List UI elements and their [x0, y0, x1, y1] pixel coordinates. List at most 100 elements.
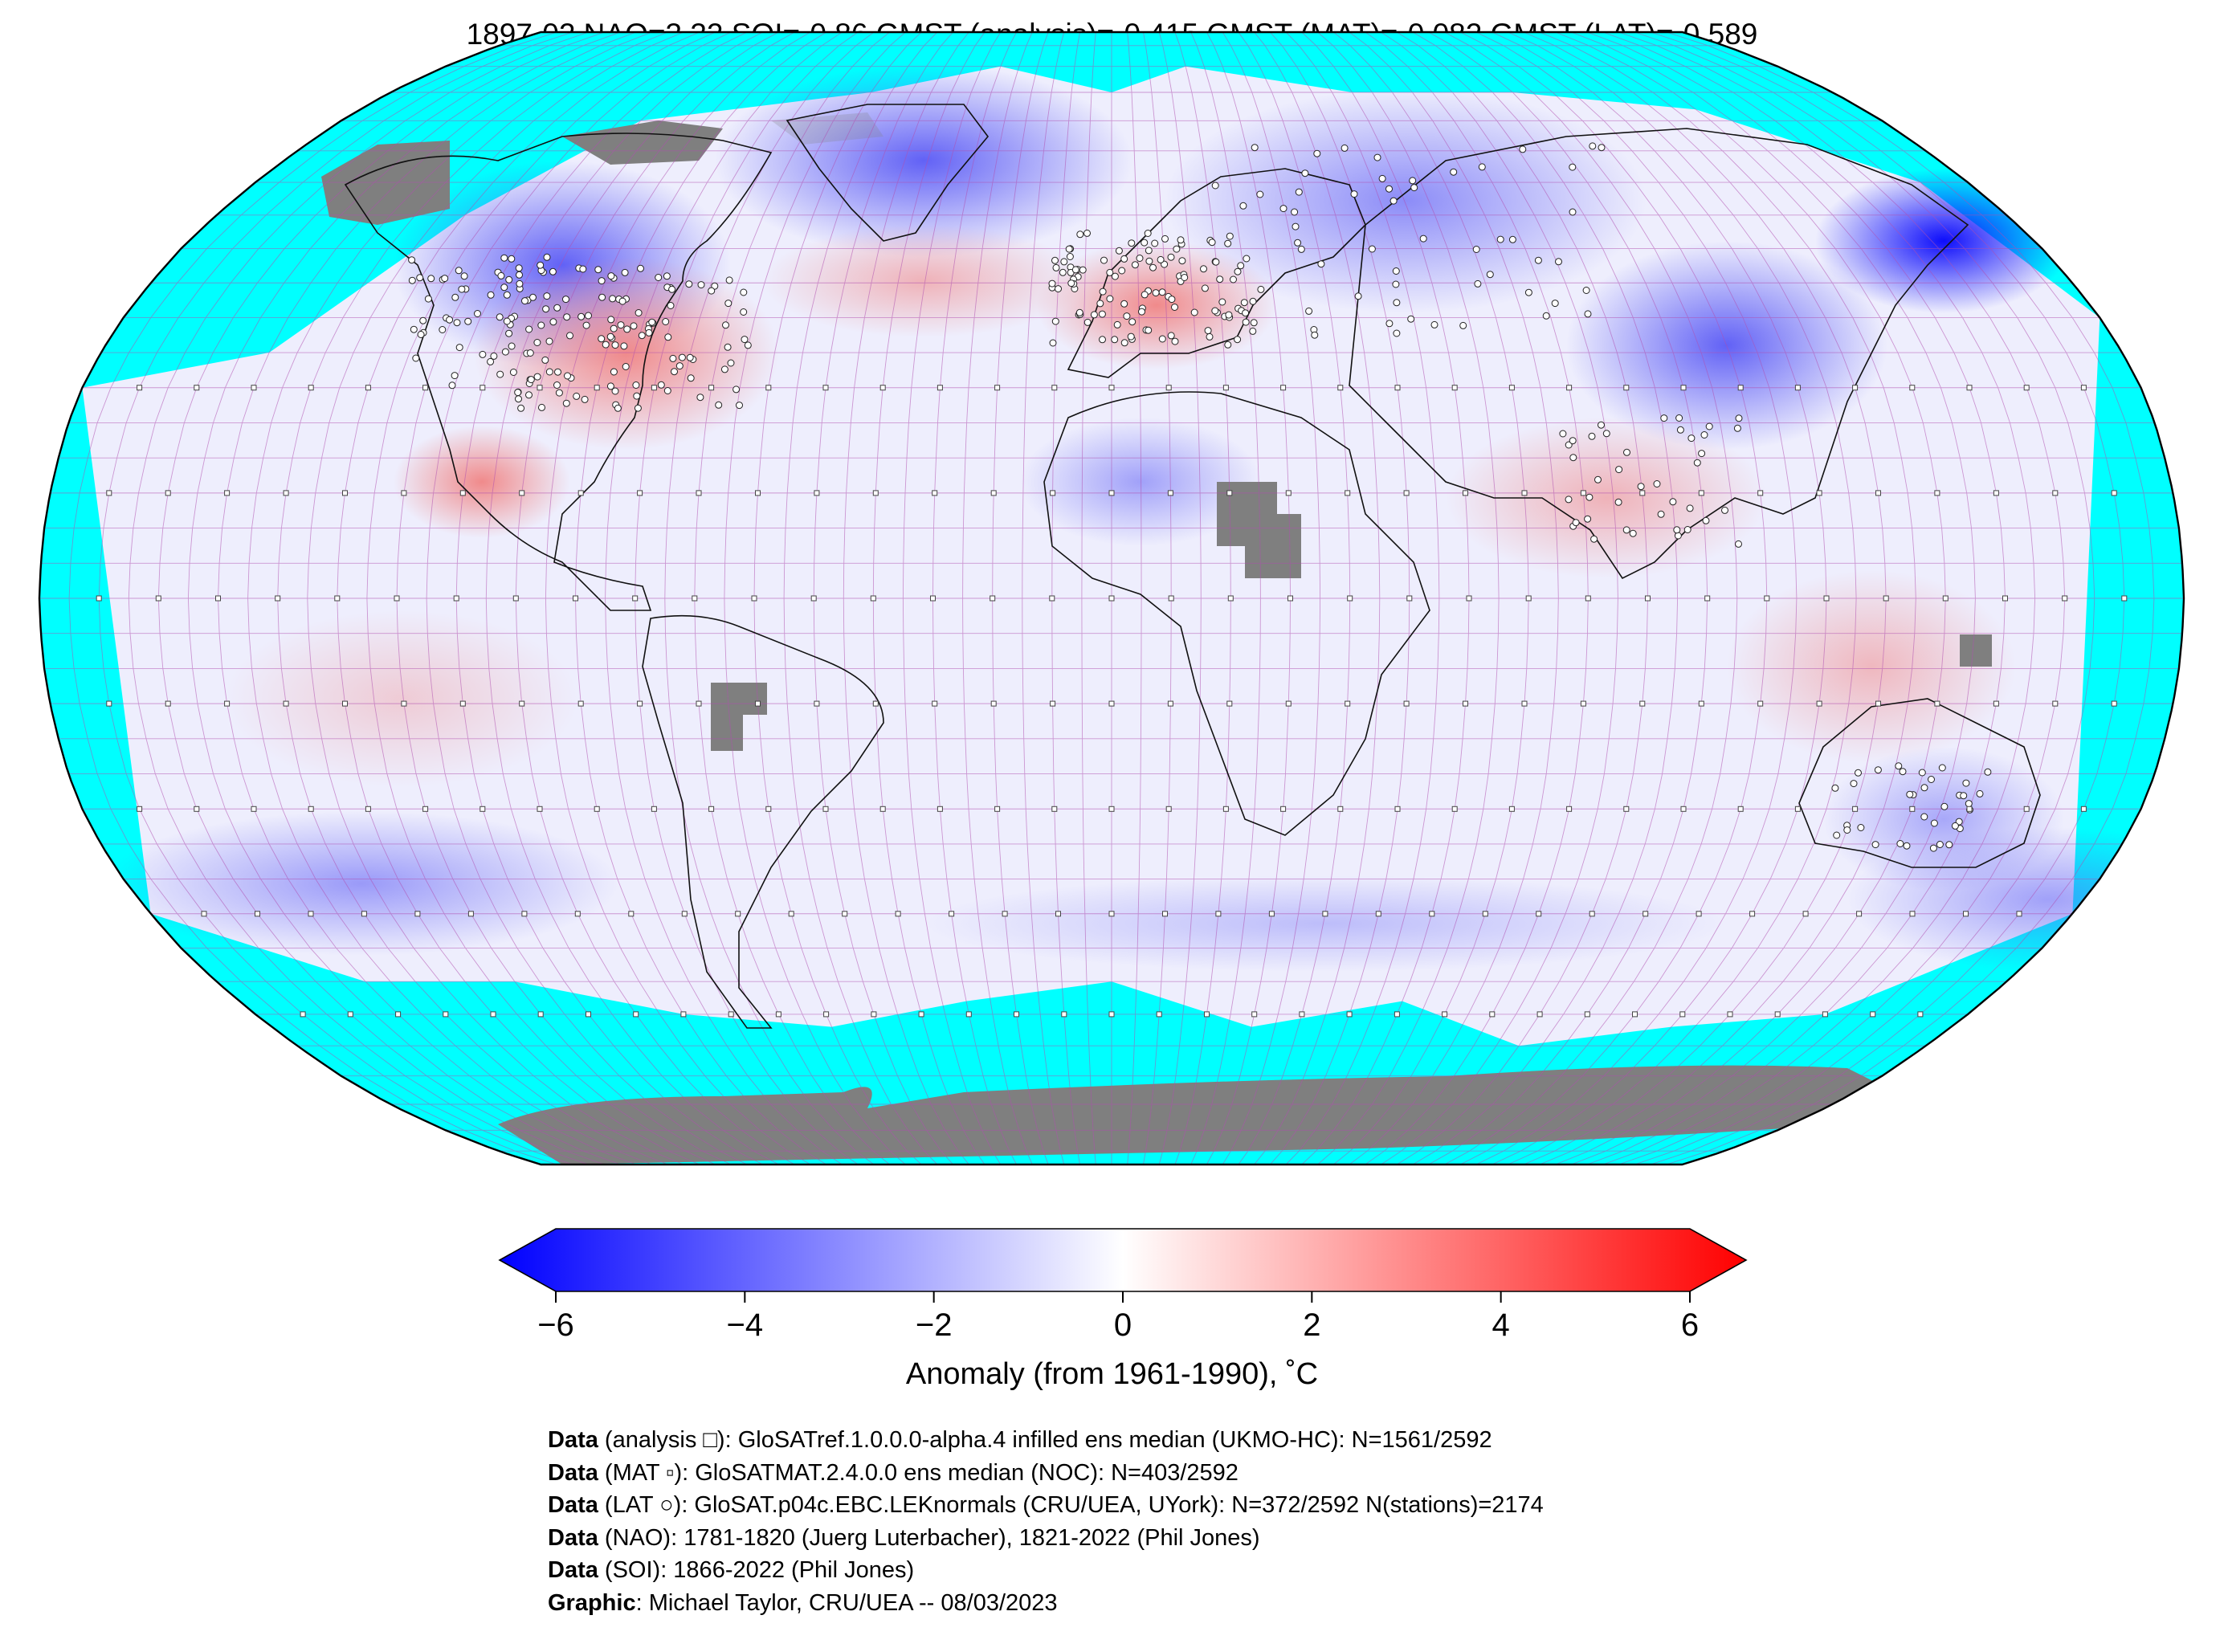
- credit-line: Data (SOI): 1866-2022 (Phil Jones): [548, 1554, 1544, 1587]
- station-marker: [446, 316, 454, 324]
- station-marker: [1831, 784, 1839, 792]
- mat-marker: [1345, 490, 1351, 496]
- colorbar-tick-label: −2: [915, 1307, 953, 1343]
- mat-marker: [1061, 1011, 1067, 1018]
- station-marker: [740, 308, 748, 316]
- station-marker: [1555, 258, 1562, 266]
- mat-marker: [224, 490, 231, 496]
- grid-meridian: [1190, 32, 1261, 1165]
- mat-marker: [1875, 490, 1881, 496]
- station-marker: [1669, 498, 1677, 506]
- mat-marker: [1966, 806, 1973, 812]
- grid-meridian: [366, 32, 716, 1165]
- station-marker: [744, 341, 752, 349]
- station-marker: [487, 357, 495, 365]
- station-marker: [678, 353, 686, 361]
- mat-marker: [632, 595, 639, 602]
- mat-marker: [692, 595, 698, 602]
- station-marker: [1572, 519, 1580, 527]
- station-marker: [1660, 414, 1668, 422]
- station-marker: [1083, 229, 1091, 237]
- mat-marker: [2062, 595, 2068, 602]
- mat-marker: [1050, 490, 1056, 496]
- station-marker: [1106, 268, 1114, 276]
- grid-meridian: [843, 32, 969, 1165]
- credit-label: Data: [548, 1557, 598, 1583]
- station-marker: [1565, 496, 1573, 504]
- station-marker: [1559, 430, 1567, 438]
- station-marker: [1569, 454, 1577, 462]
- station-marker: [1065, 245, 1073, 253]
- mat-marker: [1934, 700, 1940, 707]
- mat-marker: [918, 1011, 924, 1018]
- station-marker: [1615, 466, 1623, 474]
- station-marker: [1687, 434, 1696, 443]
- station-marker: [1152, 289, 1160, 297]
- station-marker: [496, 370, 504, 378]
- station-marker: [671, 368, 678, 376]
- coast-south-america: [642, 614, 884, 1029]
- station-marker: [607, 316, 615, 324]
- anomaly-sahara: [1020, 418, 1261, 546]
- station-marker: [657, 381, 665, 389]
- station-marker: [501, 348, 509, 356]
- mat-marker: [755, 700, 761, 707]
- mat-marker: [1345, 700, 1351, 707]
- coastlines: [344, 104, 2041, 1029]
- mat-marker: [1280, 385, 1287, 391]
- station-marker: [500, 254, 508, 262]
- mat-marker: [1322, 911, 1328, 917]
- station-marker: [611, 341, 619, 349]
- station-marker: [439, 326, 447, 333]
- mat-marker: [308, 385, 314, 391]
- mat-marker: [255, 911, 260, 917]
- station-marker: [663, 272, 671, 280]
- mat-marker: [696, 490, 702, 496]
- mat-marker: [1051, 385, 1058, 391]
- station-marker: [1291, 208, 1299, 216]
- station-marker: [1106, 295, 1114, 303]
- grid-meridian: [1158, 32, 1202, 1165]
- mat-marker: [1680, 806, 1687, 812]
- grid-meridian: [1571, 32, 1976, 1165]
- mat-marker: [1394, 1011, 1400, 1018]
- station-marker: [1472, 246, 1480, 253]
- mat-marker: [1727, 1011, 1733, 1018]
- station-marker: [1945, 841, 1953, 849]
- colorbar-tick-label: 4: [1492, 1307, 1510, 1343]
- mat-marker: [822, 806, 829, 812]
- station-marker: [1158, 335, 1166, 343]
- station-marker: [1239, 202, 1247, 210]
- credit-text: (NAO): 1781-1820 (Juerg Luterbacher), 18…: [598, 1524, 1260, 1551]
- station-marker: [648, 318, 656, 326]
- station-marker: [1111, 336, 1119, 344]
- station-marker: [1067, 279, 1075, 288]
- mat-marker: [822, 385, 829, 391]
- station-marker: [1675, 414, 1683, 422]
- station-marker: [1393, 299, 1401, 307]
- mat-marker: [1680, 385, 1687, 391]
- station-marker: [1622, 526, 1630, 534]
- station-marker: [1173, 245, 1181, 253]
- station-marker: [410, 325, 418, 333]
- station-marker: [1138, 308, 1145, 316]
- station-marker: [416, 274, 424, 282]
- station-marker: [545, 368, 553, 376]
- mat-marker: [2023, 806, 2030, 812]
- grid-meridian: [1666, 32, 2155, 1165]
- mat-marker: [990, 595, 996, 602]
- station-marker: [1096, 300, 1104, 308]
- mat-marker: [1942, 595, 1949, 602]
- colorbar-gradient: [498, 1228, 1748, 1292]
- station-marker: [1960, 792, 1968, 800]
- mat-marker: [251, 385, 257, 391]
- station-marker: [633, 392, 641, 400]
- mat-marker: [651, 385, 657, 391]
- station-marker: [1976, 789, 1984, 797]
- mat-marker: [347, 1011, 353, 1018]
- station-marker: [598, 277, 606, 285]
- station-marker: [1940, 802, 1949, 810]
- station-marker: [727, 359, 735, 367]
- station-marker: [533, 339, 541, 346]
- mat-marker: [1108, 700, 1115, 707]
